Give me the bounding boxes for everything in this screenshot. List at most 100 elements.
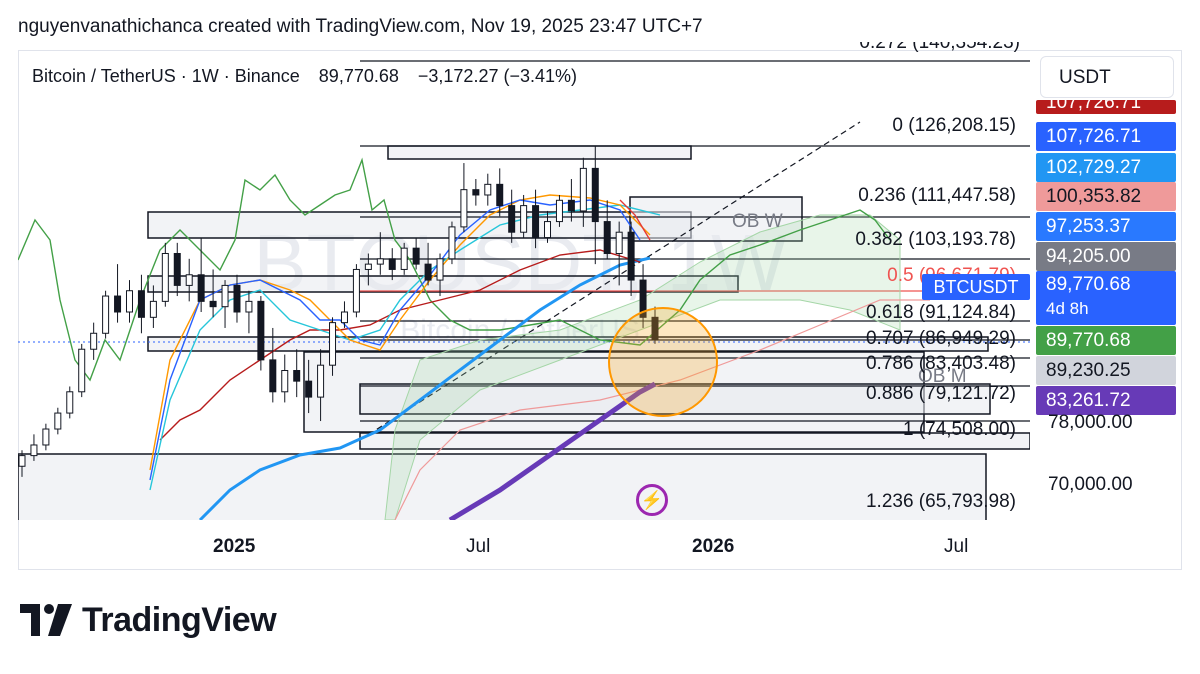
candle <box>209 269 217 318</box>
candle-body <box>388 258 396 270</box>
candle <box>125 280 133 323</box>
currency-button[interactable]: USDT <box>1040 56 1174 98</box>
candle-body <box>30 444 38 457</box>
tradingview-mark-icon <box>20 604 72 636</box>
candle <box>460 163 468 233</box>
candle <box>149 285 157 328</box>
candle <box>627 221 635 297</box>
candle <box>472 179 480 206</box>
candle-body <box>42 428 50 446</box>
candle <box>317 349 325 422</box>
price-label-83k: 83,261.72 <box>1036 386 1176 415</box>
candle-body <box>149 300 157 318</box>
candle-body <box>352 268 360 313</box>
candle-body <box>90 332 98 350</box>
candle <box>293 349 301 398</box>
candle <box>400 242 408 275</box>
candle-body <box>293 370 301 382</box>
candle <box>436 253 444 297</box>
candle-body <box>185 274 193 286</box>
tradingview-logo: TradingView <box>20 600 277 640</box>
candle-body <box>245 300 253 313</box>
fib-label-0707: 0.707 (86,949.29) <box>865 328 1016 349</box>
x-label-2026: 2026 <box>692 536 735 557</box>
chart-frame <box>18 50 1182 570</box>
candle-body <box>114 295 122 313</box>
candle <box>639 264 647 328</box>
fib-label-0236: 0.236 (111,447.58) <box>858 185 1016 206</box>
candle <box>376 232 384 275</box>
candle <box>281 354 289 403</box>
lightning-icon[interactable]: ⚡ <box>636 484 668 516</box>
candle <box>66 386 74 419</box>
candle <box>496 168 504 217</box>
x-label-jul-2026: Jul <box>944 536 969 557</box>
candle <box>603 200 611 259</box>
ticker-price: 89,770.68 <box>318 66 399 86</box>
candle-body <box>233 284 241 313</box>
price-label-89230: 89,230.25 <box>1036 356 1176 385</box>
candle-body <box>209 300 217 308</box>
candle-body <box>436 258 444 281</box>
candle-body <box>102 295 110 334</box>
candle-body <box>639 279 647 318</box>
candle <box>30 434 38 461</box>
candle-body <box>567 199 575 212</box>
candle <box>615 221 623 286</box>
fib-label-1: 1 (74,508.00) <box>902 419 1016 440</box>
candle-group <box>18 146 659 477</box>
x-label-2025: 2025 <box>213 536 256 557</box>
price-label-current: 89,770.68 4d 8h <box>1036 271 1176 325</box>
ma-blue-dark <box>198 256 651 520</box>
price-label-current-value: 89,770.68 <box>1046 274 1131 295</box>
price-label-ath-red: 107,726.71 <box>1036 100 1176 114</box>
candle-body <box>269 359 277 393</box>
candle <box>42 423 50 451</box>
candle <box>137 274 145 334</box>
candle-body <box>496 183 504 207</box>
candle-body <box>317 364 325 398</box>
candle-body <box>305 380 313 398</box>
attribution-header: nguyenvanathichanca created with Trading… <box>18 16 703 37</box>
candle <box>18 450 26 477</box>
ma-red-short <box>619 199 651 241</box>
candle-body <box>400 247 408 270</box>
candle <box>388 248 396 281</box>
price-label-94k: 94,205.00 <box>1036 242 1176 271</box>
candle-body <box>591 167 599 223</box>
tradingview-wordmark: TradingView <box>82 600 277 639</box>
ma-red <box>159 249 641 441</box>
ticker-change: −3,172.27 (−3.41%) <box>417 66 578 86</box>
fibonacci-lines <box>360 60 1030 422</box>
fib-label-0382: 0.382 (103,193.78) <box>855 229 1016 250</box>
candle <box>448 221 456 265</box>
fib-label-0786: 0.786 (83,403.48) <box>865 353 1016 374</box>
candle-body <box>412 247 420 265</box>
candle-body <box>579 167 587 212</box>
fib-label-1236: 1.236 (65,793.98) <box>865 491 1016 512</box>
candle <box>54 407 62 435</box>
candle <box>329 317 337 376</box>
candle <box>532 189 540 249</box>
candle-body <box>329 322 337 366</box>
candle-body <box>520 205 528 233</box>
candle <box>591 146 599 265</box>
candle <box>364 253 372 286</box>
lagging-span-line <box>18 157 891 382</box>
ob-w-label: OB W <box>732 211 783 232</box>
price-label-97k: 97,253.37 <box>1036 212 1176 241</box>
candle-body <box>508 205 516 233</box>
candle <box>520 194 528 238</box>
x-label-jul-2025: Jul <box>466 536 491 557</box>
candle <box>257 296 265 371</box>
candle <box>340 301 348 328</box>
candle <box>424 242 432 286</box>
price-label-ath-blue: 107,726.71 <box>1036 122 1176 151</box>
candle <box>78 343 86 398</box>
candle-body <box>173 252 181 286</box>
candle-body <box>78 348 86 393</box>
price-label-countdown: 4d 8h <box>1046 299 1089 318</box>
candle-body <box>448 226 456 260</box>
candle <box>185 258 193 302</box>
